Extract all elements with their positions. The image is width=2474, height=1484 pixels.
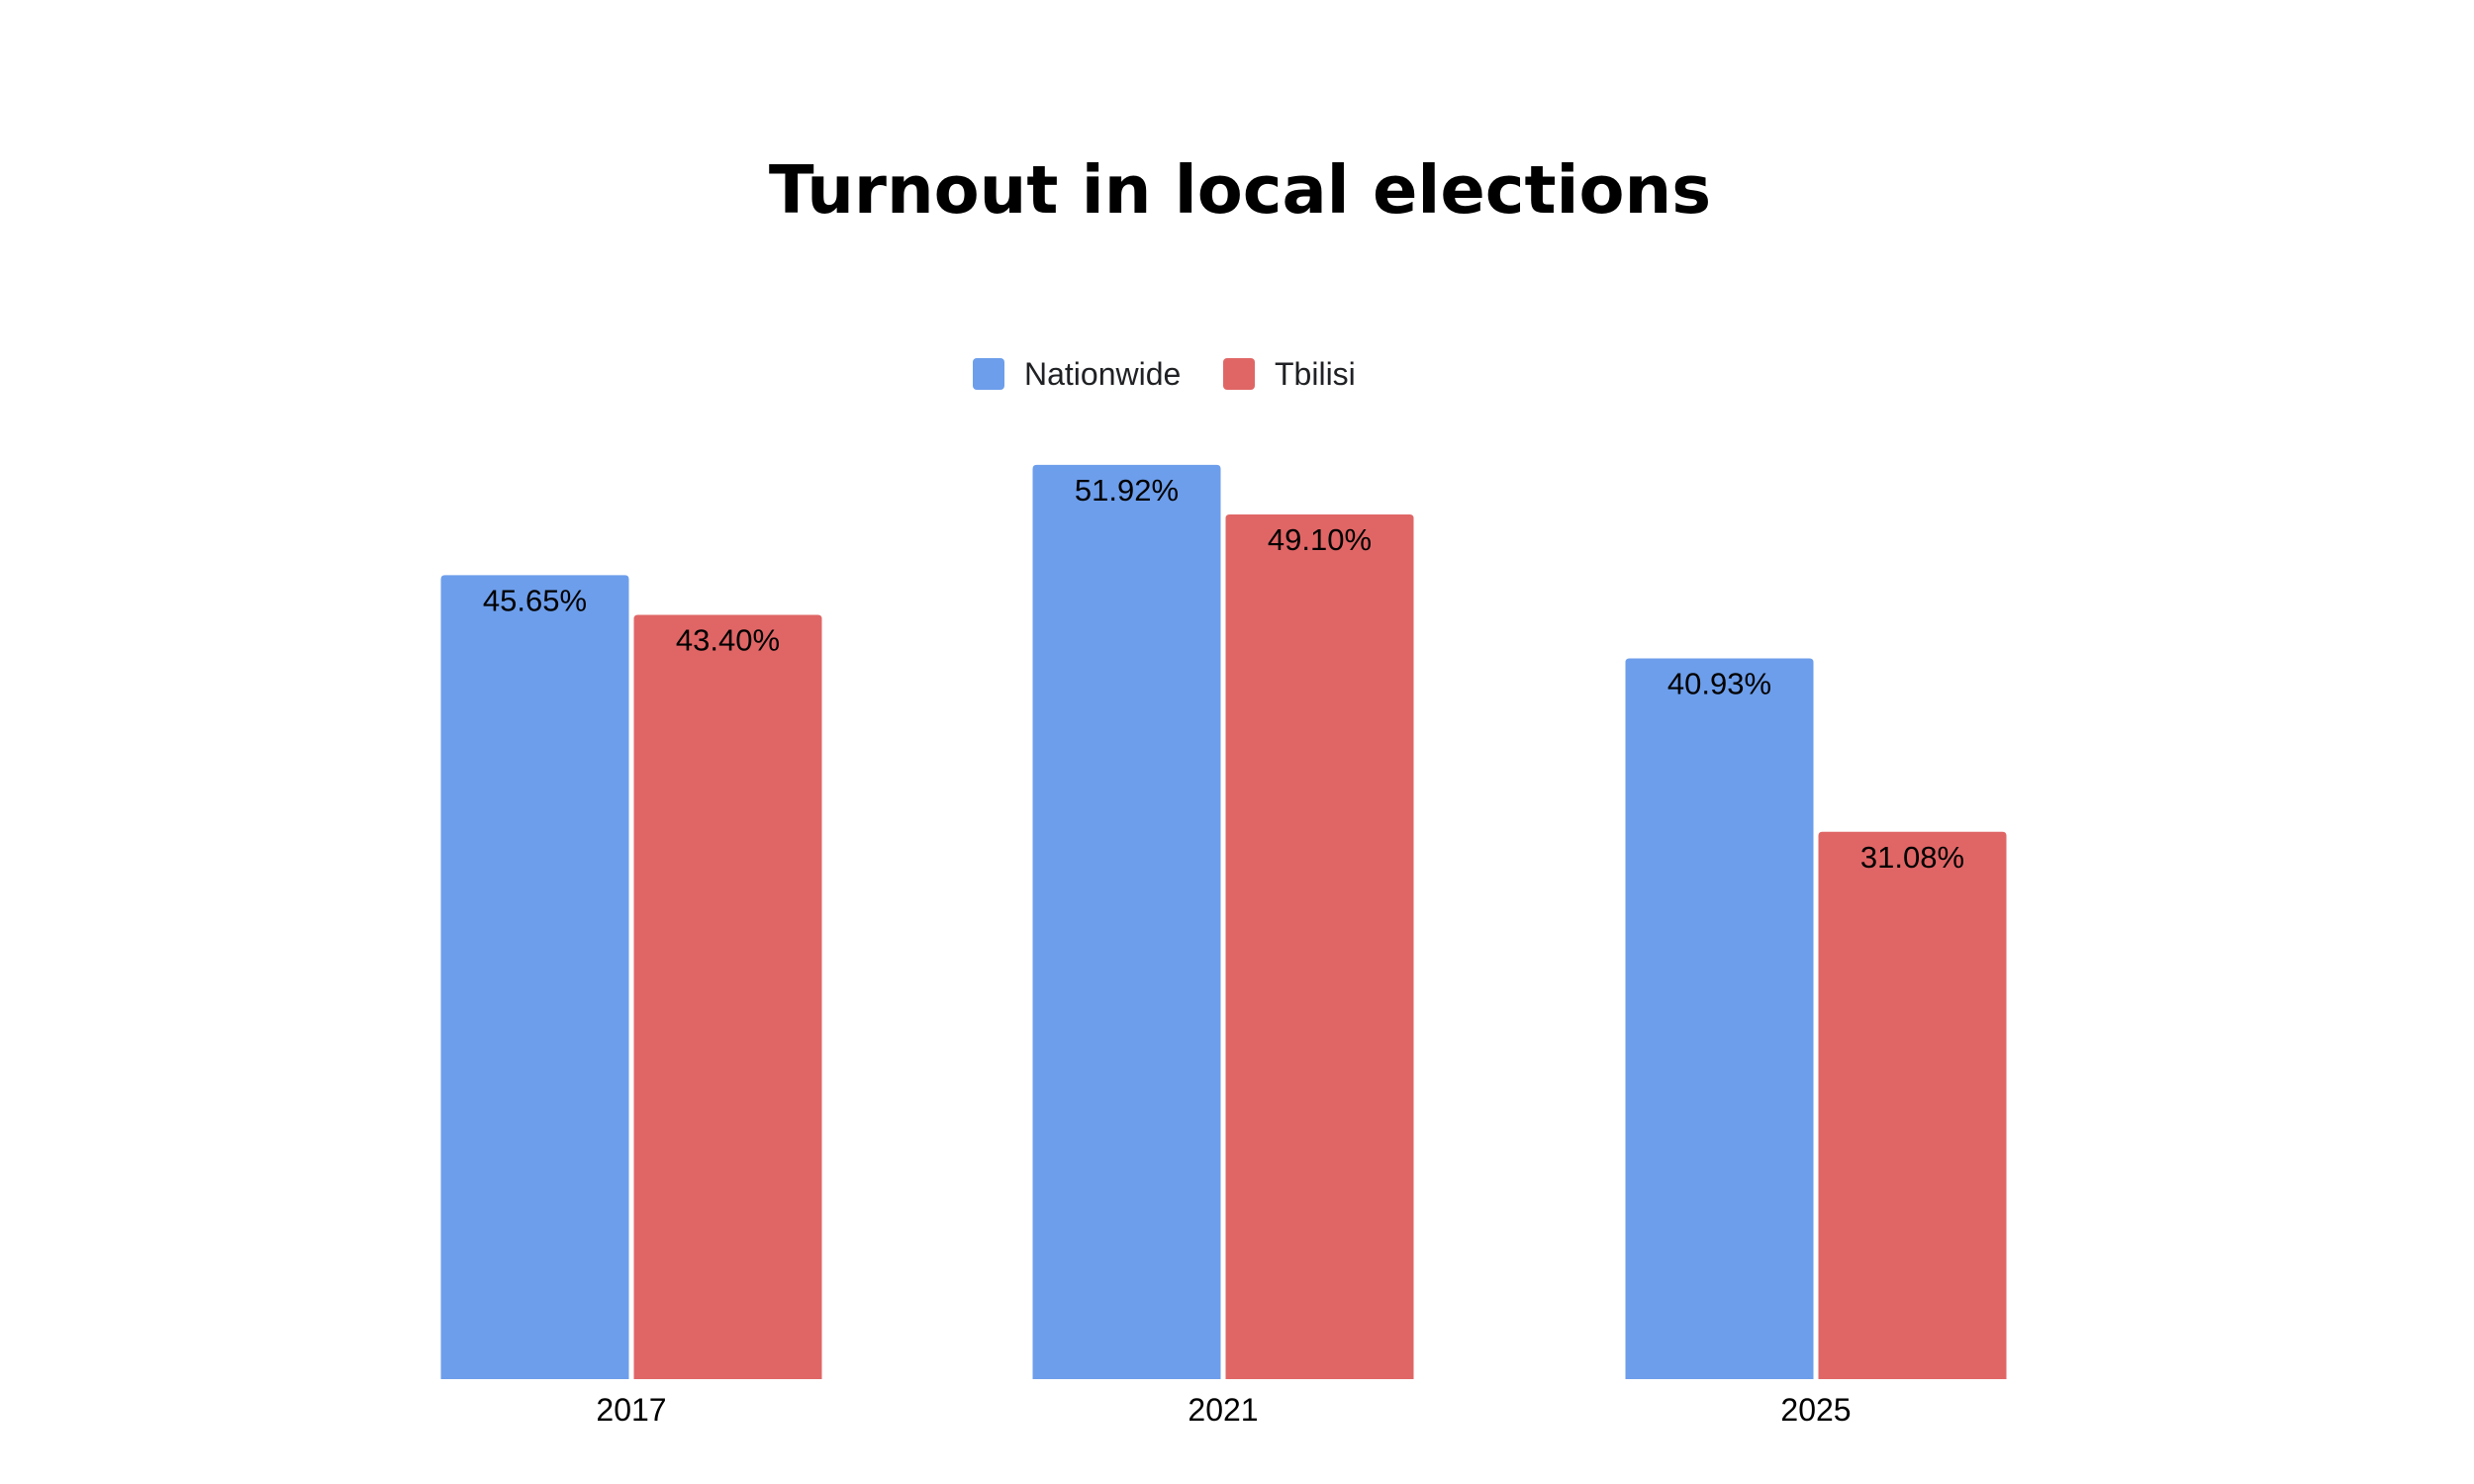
chart-title: Turnout in local elections xyxy=(769,151,1711,229)
x-axis: 2017 2021 2025 xyxy=(596,1392,1851,1428)
bar-nationwide-2017 xyxy=(440,575,629,1379)
legend-swatch-tbilisi xyxy=(1223,358,1255,390)
legend-swatch-nationwide xyxy=(973,358,1004,390)
x-tick-label-2021: 2021 xyxy=(1188,1392,1258,1428)
x-tick-label-2017: 2017 xyxy=(596,1392,666,1428)
data-labels-group: 45.65% 43.40% 51.92% 49.10% 40.93% 31.08% xyxy=(483,473,1964,875)
bar-nationwide-2025 xyxy=(1625,658,1814,1379)
bar-tbilisi-2021 xyxy=(1225,514,1414,1379)
data-label-tbilisi-2021: 49.10% xyxy=(1268,522,1372,557)
legend-label-tbilisi: Tbilisi xyxy=(1275,356,1356,392)
data-label-tbilisi-2025: 31.08% xyxy=(1860,840,1964,875)
data-label-nationwide-2017: 45.65% xyxy=(483,583,587,617)
bars-group xyxy=(440,464,2007,1380)
data-label-tbilisi-2017: 43.40% xyxy=(676,622,780,657)
bar-nationwide-2021 xyxy=(1032,464,1221,1380)
x-tick-label-2025: 2025 xyxy=(1780,1392,1851,1428)
bar-tbilisi-2017 xyxy=(633,614,822,1379)
data-label-nationwide-2021: 51.92% xyxy=(1075,473,1179,508)
data-label-nationwide-2025: 40.93% xyxy=(1667,666,1771,700)
bar-tbilisi-2025 xyxy=(1818,831,2007,1379)
legend-label-nationwide: Nationwide xyxy=(1024,356,1181,392)
legend: Nationwide Tbilisi xyxy=(973,356,1356,392)
